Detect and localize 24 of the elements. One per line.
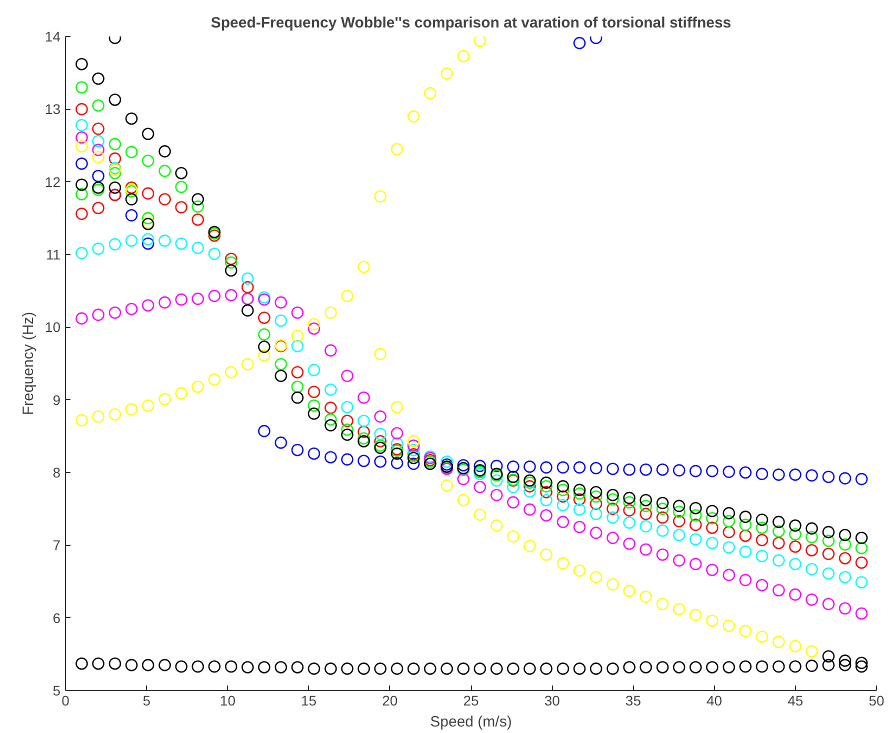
x-tick-label: 15 [301,692,317,708]
x-tick-label: 25 [463,692,479,708]
x-tick-label: 5 [142,692,151,708]
chart-title: Speed-Frequency Wobble''s comparison at varation of torsional stiffness [210,14,732,32]
y-tick-label: 9 [52,392,61,408]
y-tick-label: 8 [52,464,61,480]
x-tick-label: 10 [220,692,236,708]
y-tick-label: 13 [44,101,61,118]
y-tick-label: 10 [44,319,61,336]
x-tick-label: 20 [382,692,398,708]
y-tick-label: 11 [46,246,61,262]
x-tick-label: 35 [625,692,642,708]
y-tick-label: 5 [52,682,61,698]
x-tick-label: 45 [788,692,804,708]
y-tick-label: 14 [44,28,61,44]
y-tick-label: 7 [52,537,61,554]
x-tick-label: 0 [62,692,70,708]
x-axis-title: Speed (m/s) [430,714,512,730]
y-tick-label: 12 [44,174,61,190]
y-axis-title: Frequency (Hz) [20,312,37,416]
y-tick-label: 6 [52,610,61,626]
x-tick-label: 30 [544,692,560,708]
x-tick-label: 40 [706,692,722,708]
x-tick-label: 50 [868,692,884,708]
